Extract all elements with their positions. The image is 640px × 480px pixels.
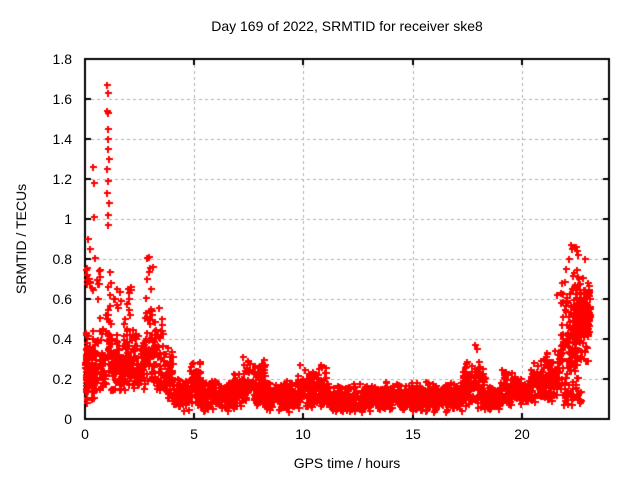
x-tick-label: 15 (405, 426, 421, 442)
y-tick-label: 1 (64, 211, 72, 227)
y-tick-label: 1.6 (52, 91, 72, 107)
y-tick-label: 0 (64, 411, 72, 427)
y-tick-label: 1.8 (52, 51, 72, 67)
x-tick-label: 5 (190, 426, 198, 442)
x-tick-label: 0 (81, 426, 89, 442)
y-axis-label: SRMTID / TECUs (13, 183, 29, 295)
x-tick-label: 20 (514, 426, 530, 442)
x-tick-label: 10 (295, 426, 311, 442)
y-tick-label: 0.6 (52, 291, 72, 307)
y-tick-label: 0.8 (52, 251, 72, 267)
y-tick-label: 1.2 (52, 171, 72, 187)
chart-title: Day 169 of 2022, SRMTID for receiver ske… (211, 18, 483, 34)
y-tick-label: 0.2 (52, 371, 72, 387)
x-axis-label: GPS time / hours (293, 455, 401, 471)
y-tick-label: 0.4 (52, 331, 72, 347)
y-tick-label: 1.4 (52, 131, 72, 147)
